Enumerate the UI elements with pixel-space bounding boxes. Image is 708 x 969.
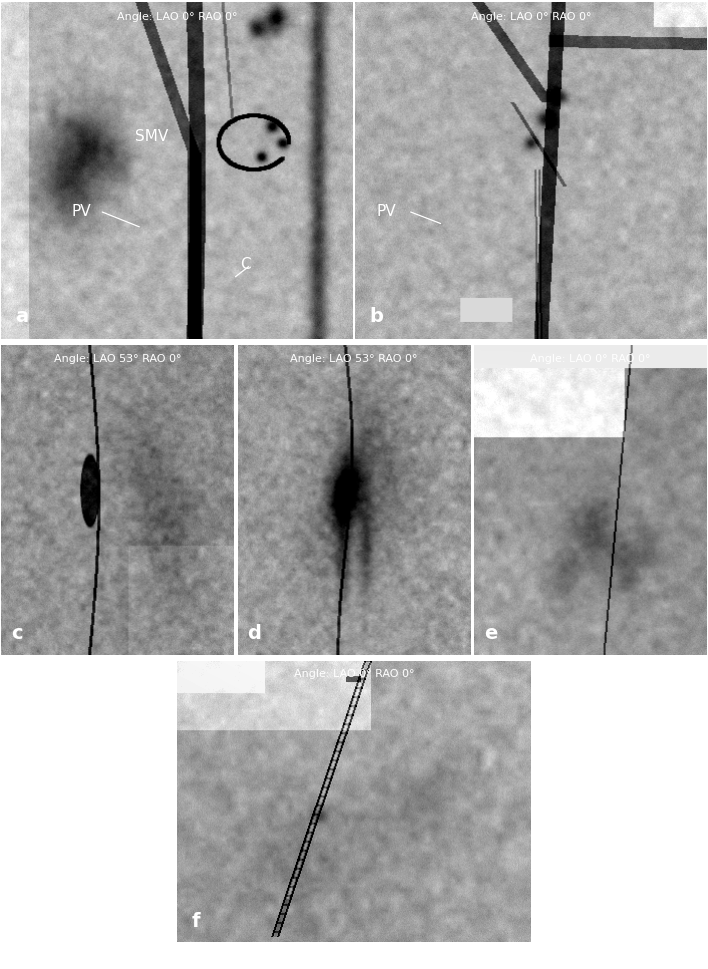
Text: a: a — [16, 306, 28, 326]
Text: b: b — [370, 306, 383, 326]
Text: PV: PV — [72, 203, 91, 218]
Text: SMV: SMV — [135, 129, 168, 144]
Text: Angle: LAO 53° RAO 0°: Angle: LAO 53° RAO 0° — [290, 355, 418, 364]
Text: Angle: LAO 0° RAO 0°: Angle: LAO 0° RAO 0° — [294, 670, 414, 679]
Text: PV: PV — [377, 203, 396, 218]
Text: Angle: LAO 0° RAO 0°: Angle: LAO 0° RAO 0° — [471, 12, 591, 22]
Text: Angle: LAO 53° RAO 0°: Angle: LAO 53° RAO 0° — [54, 355, 181, 364]
Text: e: e — [484, 624, 497, 642]
Text: c: c — [11, 624, 23, 642]
Text: Angle: LAO 0° RAO 0°: Angle: LAO 0° RAO 0° — [530, 355, 651, 364]
Text: C: C — [240, 258, 251, 272]
Text: d: d — [247, 624, 261, 642]
Text: f: f — [191, 912, 200, 930]
Text: Angle: LAO 0° RAO 0°: Angle: LAO 0° RAO 0° — [117, 12, 237, 22]
